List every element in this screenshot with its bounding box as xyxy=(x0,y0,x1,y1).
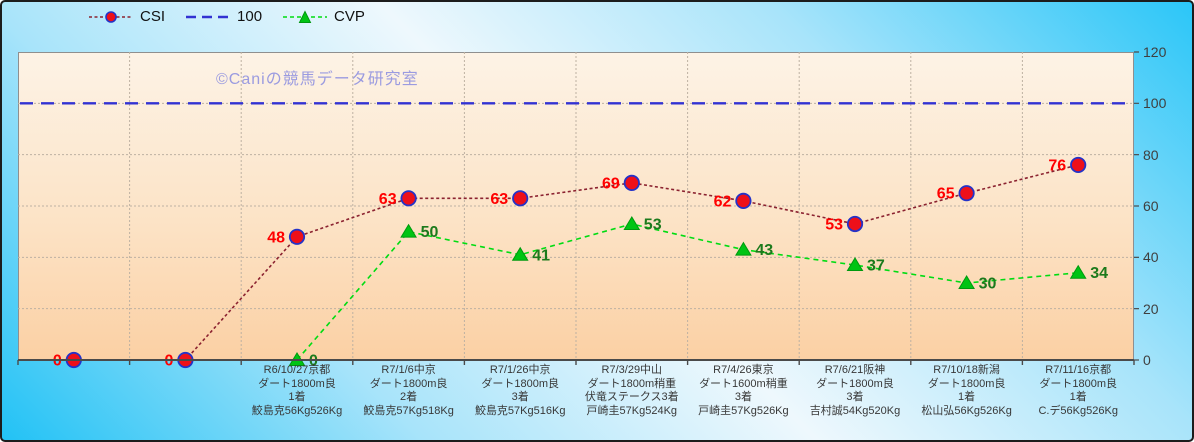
x-axis-label-line: 戸崎圭57Kg526Kg xyxy=(698,404,789,417)
x-axis-label: R7/6/21阪神 ダート1800m良 3着 吉村誠54Kg520Kg xyxy=(789,364,921,418)
x-axis-label-line: ダート1800m良 xyxy=(369,377,448,390)
x-axis-label-line: ダート1600m稍重 xyxy=(699,377,788,390)
x-axis-label-line: 1着 xyxy=(288,391,306,403)
x-axis-label-line: 戸崎圭57Kg524Kg xyxy=(586,404,678,417)
x-axis-label: R7/10/18新潟 ダート1800m良 1着 松山弘56Kg526Kg xyxy=(901,364,1033,418)
legend-label-csi: CSI xyxy=(140,8,166,25)
legend-label-cvp: CVP xyxy=(334,8,365,25)
x-axis-label: R6/10/27京都 ダート1800m良 1着 鮫島克56Kg526Kg xyxy=(231,364,363,418)
x-axis-label-line: 松山弘56Kg526Kg xyxy=(921,404,1012,417)
x-axis-label-line: ダート1800m良 xyxy=(816,377,894,390)
x-axis-label: R7/11/16京都 ダート1800m良 1着 C.デ56Kg526Kg xyxy=(1012,364,1144,418)
legend-item-cvp: CVP xyxy=(282,8,365,25)
reference-line-icon xyxy=(186,15,231,18)
x-axis-label-line: R7/10/18新潟 xyxy=(933,364,1000,376)
x-axis-label-line: R7/1/6中京 xyxy=(381,364,436,376)
legend-label-100: 100 xyxy=(237,8,263,25)
legend: CSI 100 CVP xyxy=(88,8,365,25)
x-axis-label-line: 1着 xyxy=(958,391,976,403)
x-axis-label-line: R6/10/27京都 xyxy=(263,364,331,376)
x-axis-label: R7/1/6中京 ダート1800m良 2着 鮫島克57Kg518Kg xyxy=(343,364,475,418)
x-axis-label: R7/4/26東京 ダート1600m稍重 3着 戸崎圭57Kg526Kg xyxy=(678,364,810,418)
x-axis-label-line: 吉村誠54Kg520Kg xyxy=(809,404,901,417)
x-axis-label-line: 2着 xyxy=(400,391,418,403)
watermark: ©Caniの競馬データ研究室 xyxy=(216,71,419,88)
x-axis-label-line: C.デ56Kg526Kg xyxy=(1038,404,1118,417)
cvp-line-marker-icon xyxy=(283,9,328,23)
plot-area xyxy=(18,52,1134,360)
x-axis-label-line: R7/3/29中山 xyxy=(601,364,663,376)
legend-item-csi: CSI xyxy=(88,8,165,25)
x-axis-label-line: ダート1800m良 xyxy=(1039,377,1117,390)
x-axis-label-line: 鮫島克57Kg516Kg xyxy=(474,404,566,417)
x-axis-label-line: R7/11/16京都 xyxy=(1045,364,1112,376)
x-axis-label-line: ダート1800m良 xyxy=(927,377,1006,390)
legend-item-100: 100 xyxy=(185,8,262,25)
y-axis-tick-label: 60 xyxy=(1143,198,1159,214)
x-axis-label-line: R7/4/26東京 xyxy=(713,364,774,376)
x-axis-label-line: ダート1800m稍重 xyxy=(587,377,677,390)
x-axis-label-line: ダート1800m良 xyxy=(258,377,336,390)
x-axis-label-line: 鮫島克57Kg518Kg xyxy=(363,404,454,417)
x-axis-label-line: 3着 xyxy=(734,391,752,403)
x-axis-label-line: 1着 xyxy=(1069,391,1087,403)
x-axis-label-line: 3着 xyxy=(511,391,529,403)
y-axis-tick-label: 120 xyxy=(1143,44,1167,60)
x-axis-label: R7/3/29中山 ダート1800m稍重 伏竜ステークス3着 戸崎圭57Kg524Kg xyxy=(566,364,698,418)
y-axis-tick-label: 80 xyxy=(1143,146,1159,163)
x-axis-label-line: 伏竜ステークス3着 xyxy=(584,391,679,403)
y-axis-tick-label: 40 xyxy=(1143,249,1159,266)
x-axis-label-line: R7/1/26中京 xyxy=(489,364,551,376)
csi-line-marker-icon xyxy=(89,10,133,23)
x-axis-label-line: ダート1800m良 xyxy=(481,377,559,390)
y-axis-tick-label: 20 xyxy=(1143,300,1159,317)
y-axis-tick-label: 0 xyxy=(1143,352,1151,368)
x-axis-label-line: 鮫島克56Kg526Kg xyxy=(251,404,343,417)
x-axis-label-line: 3着 xyxy=(846,391,864,403)
x-axis-label-line: R7/6/21阪神 xyxy=(824,364,886,376)
y-axis-tick-label: 100 xyxy=(1143,95,1167,112)
x-axis-label: R7/1/26中京 ダート1800m良 3着 鮫島克57Kg516Kg xyxy=(454,364,586,418)
